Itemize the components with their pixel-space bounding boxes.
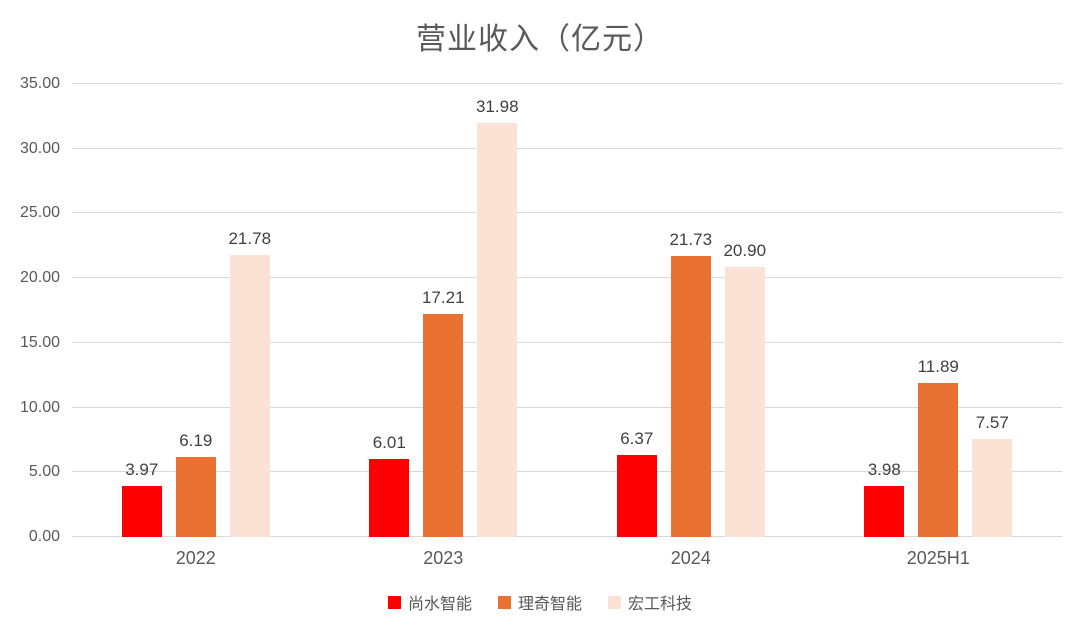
gridline [72, 406, 1062, 408]
legend-label: 理奇智能 [517, 596, 582, 613]
bar-series-2-2025h1: 11.89 [918, 357, 959, 537]
y-tick-label: 30.00 [19, 139, 60, 157]
legend-item-1: 尚水智能 [387, 590, 472, 614]
bar-series-3-2024: 20.90 [723, 241, 766, 537]
gridline [72, 83, 1062, 84]
bar-series-3-2022: 21.78 [228, 229, 271, 537]
legend-marker-icon [387, 595, 401, 609]
legend-marker-icon [608, 595, 621, 609]
bar-value-label: 6.01 [372, 433, 406, 453]
gridline [72, 277, 1062, 279]
bar-series-2-2022: 6.19 [175, 431, 216, 537]
plot-area: 0.00 5.00 10.00 15.00 20.00 25.00 30.00 35.00 3… [20, 75, 1062, 545]
x-tick-label-2023: 2023 [423, 548, 464, 568]
y-tick-label: 0.00 [28, 528, 60, 545]
bar-value-label: 21.78 [228, 229, 272, 249]
bar-value-label: 21.73 [669, 229, 713, 249]
bar-group-2023: 6.01 17.21 31.98 [320, 84, 568, 537]
bar-value-label: 20.90 [723, 240, 767, 260]
bar-value-label: 3.98 [867, 459, 901, 479]
bar-value-label: 11.89 [917, 357, 959, 377]
bar-group-2024: 6.37 21.73 20.90 [567, 84, 815, 537]
y-tick-label: 25.00 [19, 204, 60, 222]
y-tick-label: 15.00 [19, 333, 60, 351]
bar-value-label: 17.21 [421, 288, 465, 308]
bar-series-1-2025h1: 3.98 [864, 460, 905, 537]
bar [175, 456, 216, 537]
legend-label: 宏工科技 [628, 596, 693, 613]
bar [229, 255, 270, 537]
bar [864, 485, 905, 537]
bar-groups: 3.97 6.19 21.78 6.01 17.21 31.98 6.37 21.73 20.9… [72, 84, 1062, 537]
legend-label: 尚水智能 [407, 596, 472, 613]
bar [477, 123, 518, 537]
bar-series-2-2024: 21.73 [669, 230, 712, 537]
gridline [72, 341, 1062, 343]
bar-value-label: 3.97 [125, 459, 159, 479]
x-axis-tick-labels: 2022 2023 2024 2025H1 [72, 548, 1062, 569]
bar [369, 459, 410, 537]
bar [121, 485, 162, 537]
y-tick-label: 5.00 [28, 463, 60, 481]
bar-series-1-2024: 6.37 [616, 429, 657, 537]
x-tick-label-2022: 2022 [175, 548, 216, 568]
y-tick-label: 35.00 [19, 75, 60, 92]
gridline [72, 471, 1062, 473]
x-tick-label-2025h1: 2025H1 [906, 548, 970, 568]
bar-group-2022: 3.97 6.19 21.78 [72, 84, 320, 537]
bar-series-2-2023: 17.21 [422, 288, 465, 537]
bar-series-1-2023: 6.01 [369, 433, 410, 537]
bar [972, 439, 1013, 537]
legend-item-2: 理奇智能 [497, 590, 582, 614]
gridline [72, 212, 1062, 214]
x-tick-label-2024: 2024 [670, 548, 711, 568]
bar-series-1-2022: 3.97 [121, 460, 162, 537]
y-tick-label: 20.00 [19, 269, 60, 287]
bar [423, 314, 464, 537]
chart-title: 营业收入（亿元） [416, 23, 664, 56]
gridline [72, 536, 1062, 537]
bar-series-3-2023: 31.98 [476, 97, 519, 537]
legend-item-3: 宏工科技 [608, 590, 692, 614]
bar [670, 255, 711, 537]
bar-series-3-2025h1: 7.57 [972, 413, 1013, 537]
bar-value-label: 6.37 [620, 428, 654, 448]
bar-value-label: 6.19 [179, 430, 213, 450]
y-tick-label: 10.00 [19, 398, 60, 416]
bar-value-label: 31.98 [475, 97, 519, 117]
bar-group-2025h1: 3.98 11.89 7.57 [815, 84, 1063, 537]
legend-marker-icon [497, 595, 511, 609]
bar [918, 383, 959, 537]
legend: 尚水智能 理奇智能 宏工科技 [0, 590, 1080, 614]
bar [724, 266, 765, 537]
bar-value-label: 7.57 [975, 413, 1009, 433]
bar [616, 454, 657, 537]
gridline [72, 147, 1062, 149]
